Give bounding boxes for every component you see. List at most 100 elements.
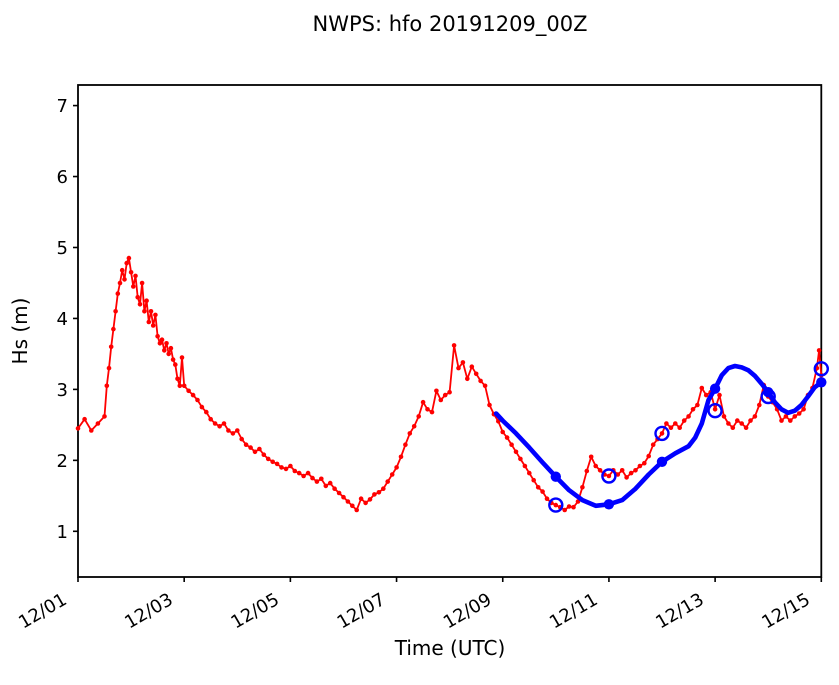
observation-dot (580, 485, 585, 490)
model-00z-marker (709, 383, 721, 394)
y-tick-label: 7 (57, 96, 68, 117)
observation-dot (642, 460, 647, 466)
series-buoy-observations (75, 255, 824, 513)
observation-dot (144, 298, 149, 304)
observation-dot (155, 333, 160, 339)
series-nwps-model-forecast (493, 363, 824, 509)
observation-dot (540, 489, 545, 494)
observation-dot (358, 496, 364, 502)
observation-dot (584, 468, 590, 474)
observation-dot (212, 421, 218, 426)
observation-dot (659, 431, 665, 436)
observation-line (77, 257, 823, 511)
observation-dot (469, 364, 475, 370)
observation-dot (460, 360, 466, 365)
observation-dot (82, 416, 87, 422)
observation-dot (124, 260, 129, 266)
observation-dot (735, 418, 740, 423)
observation-dot (261, 452, 267, 458)
observation-dot (173, 362, 178, 367)
observation-dot (757, 402, 762, 408)
observation-dot (314, 479, 320, 484)
observation-dot (157, 341, 163, 346)
observation-dot (624, 475, 629, 480)
observation-dot (283, 466, 289, 472)
observation-dot (226, 428, 231, 433)
observation-dot (175, 376, 180, 382)
observation-dot (593, 463, 598, 469)
observed-00z-circle (707, 403, 723, 419)
observation-dot (367, 497, 373, 502)
observation-dot (677, 425, 682, 431)
y-tick-label: 1 (57, 522, 68, 543)
observation-dot (95, 421, 101, 426)
observation-dot (345, 499, 351, 504)
observation-dot (801, 407, 806, 412)
observation-dot (372, 492, 377, 497)
observation-dot (332, 486, 337, 492)
observation-dot (179, 355, 185, 360)
x-tick-label: 12/01 (15, 589, 70, 633)
observation-dot (208, 416, 213, 422)
observation-dot (442, 392, 448, 398)
observation-dot (177, 383, 183, 389)
observation-dot (164, 341, 169, 346)
x-axis-label: Time (UTC) (394, 636, 506, 660)
observation-dot (389, 472, 395, 477)
observation-dot (816, 348, 822, 353)
observation-dot (513, 449, 519, 455)
observation-dot (690, 407, 696, 412)
model-00z-marker (550, 471, 561, 482)
observation-dot (588, 454, 594, 460)
observation-dot (166, 351, 171, 357)
observation-dot (310, 475, 315, 481)
observation-dot (327, 480, 333, 486)
observation-dot (509, 442, 514, 448)
observation-dot (296, 470, 302, 476)
observation-dot (270, 459, 276, 465)
observation-dot (133, 273, 138, 279)
observation-dot (108, 344, 114, 350)
observation-dot (606, 473, 612, 479)
plot-frame (77, 84, 823, 578)
observation-dot (779, 418, 784, 423)
observation-dot (456, 365, 461, 371)
observation-dot (553, 502, 559, 508)
observation-dot (527, 470, 532, 476)
observation-dot (664, 421, 669, 426)
observation-dot (292, 468, 298, 474)
observation-dot (703, 392, 709, 398)
observation-dot (597, 468, 603, 473)
x-tick-label: 12/13 (652, 589, 707, 633)
observation-dot (113, 309, 118, 314)
observation-dot (186, 388, 191, 394)
observation-dot (102, 414, 107, 419)
observation-dot (301, 473, 306, 479)
observation-dot (126, 255, 132, 261)
observation-dot (239, 436, 244, 442)
observation-dot (562, 507, 567, 513)
observation-dot (336, 490, 342, 496)
observation-dot (403, 442, 408, 448)
observation-dot (153, 312, 158, 318)
observation-dot (796, 411, 802, 416)
observation-dot (394, 465, 399, 470)
observation-dot (465, 376, 470, 382)
observation-dot (150, 323, 156, 328)
observation-dot (695, 402, 700, 408)
observed-00z-circle (813, 361, 829, 377)
observation-dot (341, 494, 346, 500)
x-tick-label: 12/03 (121, 589, 176, 633)
x-tick-label: 12/11 (546, 589, 601, 633)
observation-dot (195, 397, 200, 403)
observation-dot (252, 449, 258, 455)
observation-dot (487, 402, 492, 408)
observed-00z-circle (601, 468, 617, 484)
observation-dot (398, 454, 404, 460)
observation-dot (354, 507, 360, 513)
observation-dot (712, 407, 718, 412)
observation-dot (323, 483, 329, 489)
observation-dot (726, 421, 731, 426)
y-tick-label: 6 (57, 167, 68, 188)
